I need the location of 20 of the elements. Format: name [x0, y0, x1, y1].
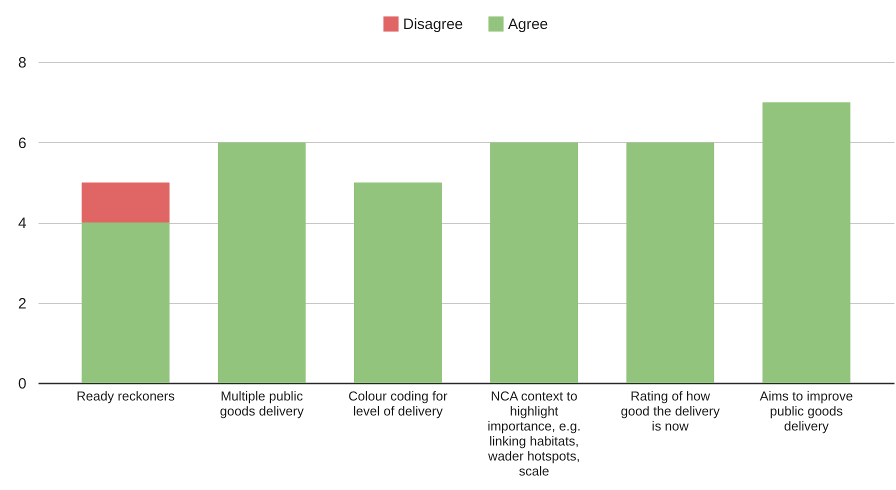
x-tick-label: Aims to improve public goods delivery — [760, 388, 853, 434]
bar — [82, 222, 170, 383]
y-tick-label: 0 — [18, 376, 26, 392]
x-tick-label: Ready reckoners — [76, 388, 176, 404]
x-tick-label: Multiple public goods delivery — [220, 388, 304, 418]
x-tick-label: Rating of how good the delivery is now — [620, 388, 720, 434]
y-tick-label: 6 — [18, 134, 26, 152]
bar — [218, 142, 306, 383]
y-tick-label: 8 — [18, 54, 26, 72]
x-tick-label: NCA context to highlight importance, e.g. linking habitats, wader hotspots, scale — [487, 388, 581, 478]
legend-label: Agree — [508, 16, 548, 33]
y-tick-label: 4 — [18, 215, 26, 232]
x-tick-label: Colour coding for level of delivery — [348, 388, 448, 418]
y-tick-label: 2 — [18, 295, 26, 312]
legend-label: Disagree — [403, 16, 464, 33]
bar — [490, 142, 578, 383]
bar — [626, 142, 714, 383]
bar — [762, 102, 850, 383]
bar — [354, 182, 442, 383]
bar — [82, 182, 170, 222]
